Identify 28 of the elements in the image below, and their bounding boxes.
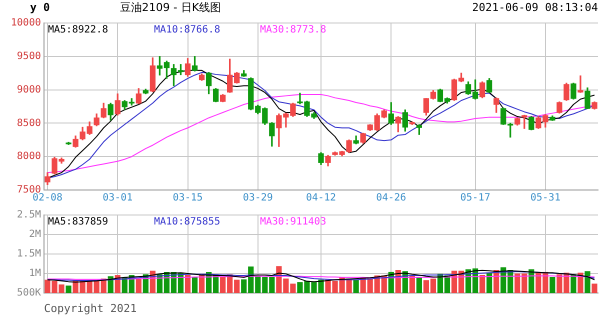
- y-tick-label: 1M: [28, 268, 41, 280]
- y-tick-label: 2.5M: [16, 210, 41, 221]
- y-tick-label: 10000: [10, 18, 41, 29]
- text: 2021-06-09 08:13:04: [472, 0, 598, 14]
- text: y 0: [30, 0, 50, 14]
- y-tick-label: 9000: [16, 84, 41, 96]
- x-tick-label: 05-31: [530, 192, 560, 204]
- text: MA30:8773.8: [260, 24, 326, 36]
- x-tick-label: 04-12: [306, 192, 336, 204]
- x-tick-label: 04-26: [376, 192, 406, 204]
- text: Copyright 2021: [44, 302, 137, 315]
- x-tick-label: 03-29: [242, 192, 273, 204]
- text: MA5:8922.8: [48, 24, 108, 36]
- y-tick-label: 9500: [16, 50, 41, 62]
- text: MA10:875855: [154, 216, 220, 228]
- x-tick-label: 03-15: [172, 192, 203, 204]
- y-tick-label: 8000: [16, 151, 41, 162]
- chart-title: 豆油2109 - 日K线图: [120, 0, 222, 14]
- text: MA30:911403: [260, 216, 326, 228]
- text: MA10:8766.8: [154, 24, 220, 36]
- y-tick-label: 2M: [28, 229, 41, 240]
- candlestick: [578, 75, 584, 93]
- text: MA5:837859: [48, 216, 108, 228]
- x-tick-label: 05-17: [460, 192, 490, 204]
- x-tick-label: 03-01: [102, 192, 133, 204]
- y-tick-label: 8500: [16, 118, 41, 129]
- y-tick-label: 1.5M: [16, 248, 41, 260]
- y-tick-label: 500K: [16, 288, 41, 299]
